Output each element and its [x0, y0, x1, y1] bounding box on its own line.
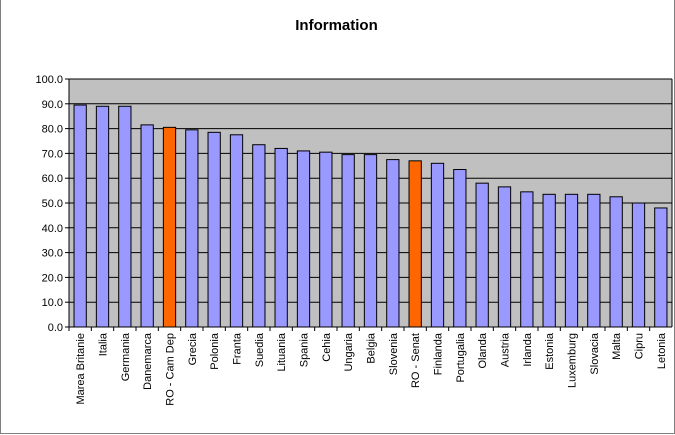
bar-slovacia [587, 193, 601, 328]
y-tick-label: 20.0 [42, 272, 63, 284]
bar-portugalia [453, 169, 467, 328]
bar-estonia [542, 193, 556, 328]
bar-lituania [274, 147, 288, 328]
bar-cipru [631, 202, 646, 328]
x-tick-label: RO - Senat [410, 333, 422, 388]
bar-germania [118, 105, 132, 328]
x-tick-label: Cehia [321, 332, 333, 362]
x-tick-label: Polonia [209, 332, 221, 370]
x-tick-label: Luxemburg [567, 333, 579, 388]
y-tick-label: 10.0 [42, 297, 63, 309]
bar-franta [229, 134, 244, 328]
bar-marea-britanie [73, 104, 87, 328]
x-tick-labels: Marea Britanie Italia Germania Danemarca RO … [75, 332, 668, 406]
x-tick-label: Irlanda [522, 332, 534, 367]
bars [73, 104, 668, 328]
bar-letonia [654, 207, 668, 328]
bar-grecia [185, 129, 199, 328]
x-tick-label: Estonia [544, 332, 556, 370]
x-tick-label: Italia [98, 332, 110, 356]
y-tick-label: 0.0 [48, 322, 63, 334]
x-tick-label: Olanda [477, 332, 489, 368]
y-tick-label: 70.0 [42, 148, 63, 160]
bar-slovenia [386, 159, 400, 328]
y-tick-labels: 0.0 10.0 20.0 30.0 40.0 50.0 60.0 70.0 80.0 90.0 1… [35, 74, 63, 334]
bar-irlanda [520, 191, 534, 328]
x-tick-label: Portugalia [455, 332, 467, 382]
x-tick-label: Letonia [656, 332, 668, 369]
x-tick-label: Cipru [634, 333, 646, 359]
bar-austria [497, 186, 512, 328]
y-tick-label: 50.0 [42, 198, 63, 210]
bar-danemarca [140, 124, 154, 328]
y-tick-label: 40.0 [42, 223, 63, 235]
bar-finlanda [430, 162, 445, 328]
bar-spania [296, 150, 311, 328]
x-tick-label: Franta [232, 332, 244, 365]
bar-polonia [207, 131, 221, 328]
x-tick-label: Belgia [366, 332, 378, 363]
x-tick-label: Germania [120, 332, 132, 381]
x-tick-label: Spania [299, 332, 311, 367]
x-tick-label: Suedia [254, 332, 266, 367]
bar-ro-cam-dep [162, 126, 177, 328]
y-tick-label: 90.0 [42, 99, 63, 111]
x-tick-label: Lituania [276, 332, 288, 371]
x-tick-label: Austria [500, 332, 512, 367]
axes [65, 78, 673, 331]
bar-belgia [363, 154, 378, 328]
x-tick-label: Slovenia [388, 332, 400, 375]
x-tick-label: Ungaria [343, 332, 355, 371]
y-tick-label: 30.0 [42, 248, 63, 260]
x-tick-label: Finlanda [433, 332, 445, 375]
x-tick-label: RO - Cam Dep [165, 333, 177, 406]
x-tick-label: Marea Britanie [75, 333, 87, 405]
x-tick-label: Grecia [187, 332, 199, 365]
y-tick-label: 60.0 [42, 173, 63, 185]
bar-cehia [319, 151, 333, 328]
x-tick-label: Malta [611, 332, 623, 360]
bar-italia [95, 105, 110, 328]
chart-title: Information [295, 17, 378, 34]
bar-malta [609, 196, 623, 328]
bar-olanda [475, 182, 489, 328]
bar-luxemburg [564, 193, 579, 328]
bar-suedia [252, 144, 266, 328]
x-tick-label: Danemarca [142, 332, 154, 390]
bar-ungaria [341, 154, 355, 328]
y-tick-label: 100.0 [35, 74, 63, 86]
y-tick-label: 80.0 [42, 124, 63, 136]
bar-ro-senat [408, 160, 422, 328]
x-tick-label: Slovacia [589, 332, 601, 374]
